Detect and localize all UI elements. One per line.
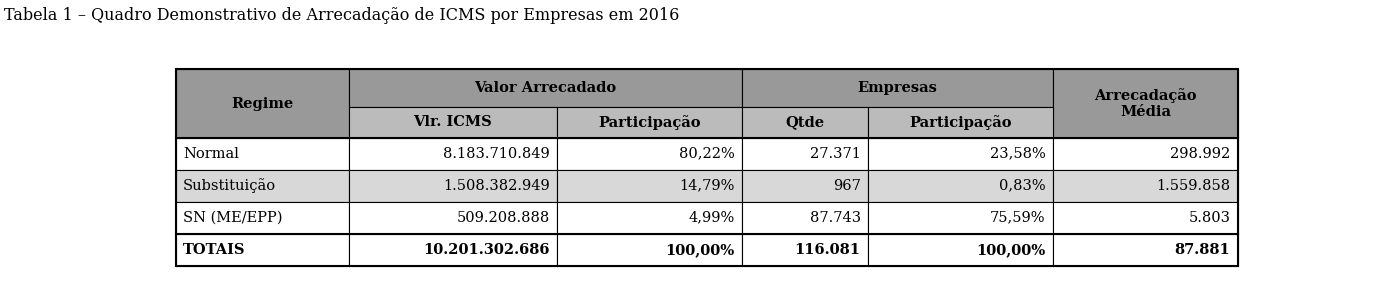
Bar [742, 169, 869, 202]
Bar [742, 138, 869, 170]
Bar [557, 138, 742, 170]
Bar [1054, 169, 1238, 202]
Text: Tabela 1 – Quadro Demonstrativo de Arrecadação de ICMS por Empresas em 2016: Tabela 1 – Quadro Demonstrativo de Arrec… [4, 8, 680, 25]
Bar [175, 70, 1238, 266]
Text: 116.081: 116.081 [794, 243, 860, 257]
Text: 4,99%: 4,99% [688, 211, 735, 225]
Bar [1054, 70, 1238, 138]
Text: Participação: Participação [598, 115, 701, 130]
Bar [349, 70, 742, 107]
Bar [349, 202, 557, 234]
Bar [557, 169, 742, 202]
Text: Empresas: Empresas [858, 81, 938, 95]
Bar [349, 138, 557, 170]
Text: 298.992: 298.992 [1171, 147, 1230, 160]
Bar [349, 169, 557, 202]
Text: Regime: Regime [232, 97, 294, 110]
Text: 0,83%: 0,83% [998, 179, 1045, 193]
Bar [1054, 202, 1238, 234]
Text: 75,59%: 75,59% [990, 211, 1045, 225]
Bar [349, 234, 557, 266]
Bar [869, 234, 1054, 266]
Text: 27.371: 27.371 [809, 147, 860, 160]
Bar [742, 107, 869, 138]
Text: 14,79%: 14,79% [678, 179, 735, 193]
Bar [1054, 234, 1238, 266]
Bar [175, 138, 349, 170]
Text: 87.743: 87.743 [809, 211, 860, 225]
Bar [742, 70, 1054, 107]
Bar [869, 169, 1054, 202]
Text: 967: 967 [833, 179, 860, 193]
Bar [175, 169, 349, 202]
Bar [557, 107, 742, 138]
Bar [1054, 138, 1238, 170]
Text: Vlr. ICMS: Vlr. ICMS [414, 115, 492, 129]
Text: 100,00%: 100,00% [665, 243, 735, 257]
Text: 1.508.382.949: 1.508.382.949 [443, 179, 549, 193]
Text: Arrecadação
Média: Arrecadação Média [1094, 88, 1197, 119]
Text: Substituição: Substituição [183, 178, 276, 193]
Text: Qtde: Qtde [786, 115, 825, 129]
Bar [175, 202, 349, 234]
Bar [742, 234, 869, 266]
Text: 1.559.858: 1.559.858 [1156, 179, 1230, 193]
Bar [869, 138, 1054, 170]
Text: 5.803: 5.803 [1189, 211, 1230, 225]
Text: TOTAIS: TOTAIS [183, 243, 245, 257]
Bar [869, 107, 1054, 138]
Bar [557, 202, 742, 234]
Text: 8.183.710.849: 8.183.710.849 [443, 147, 549, 160]
Text: Normal: Normal [183, 147, 239, 160]
Bar [349, 107, 557, 138]
Text: 87.881: 87.881 [1175, 243, 1230, 257]
Text: 80,22%: 80,22% [678, 147, 735, 160]
Bar [869, 202, 1054, 234]
Text: SN (ME/EPP): SN (ME/EPP) [183, 211, 283, 225]
Text: 509.208.888: 509.208.888 [456, 211, 549, 225]
Text: 100,00%: 100,00% [976, 243, 1045, 257]
Text: Valor Arrecadado: Valor Arrecadado [474, 81, 616, 95]
Bar [742, 202, 869, 234]
Text: 10.201.302.686: 10.201.302.686 [423, 243, 549, 257]
Bar [175, 234, 349, 266]
Text: Participação: Participação [909, 115, 1012, 130]
Bar [175, 70, 349, 138]
Text: 23,58%: 23,58% [990, 147, 1045, 160]
Bar [557, 234, 742, 266]
